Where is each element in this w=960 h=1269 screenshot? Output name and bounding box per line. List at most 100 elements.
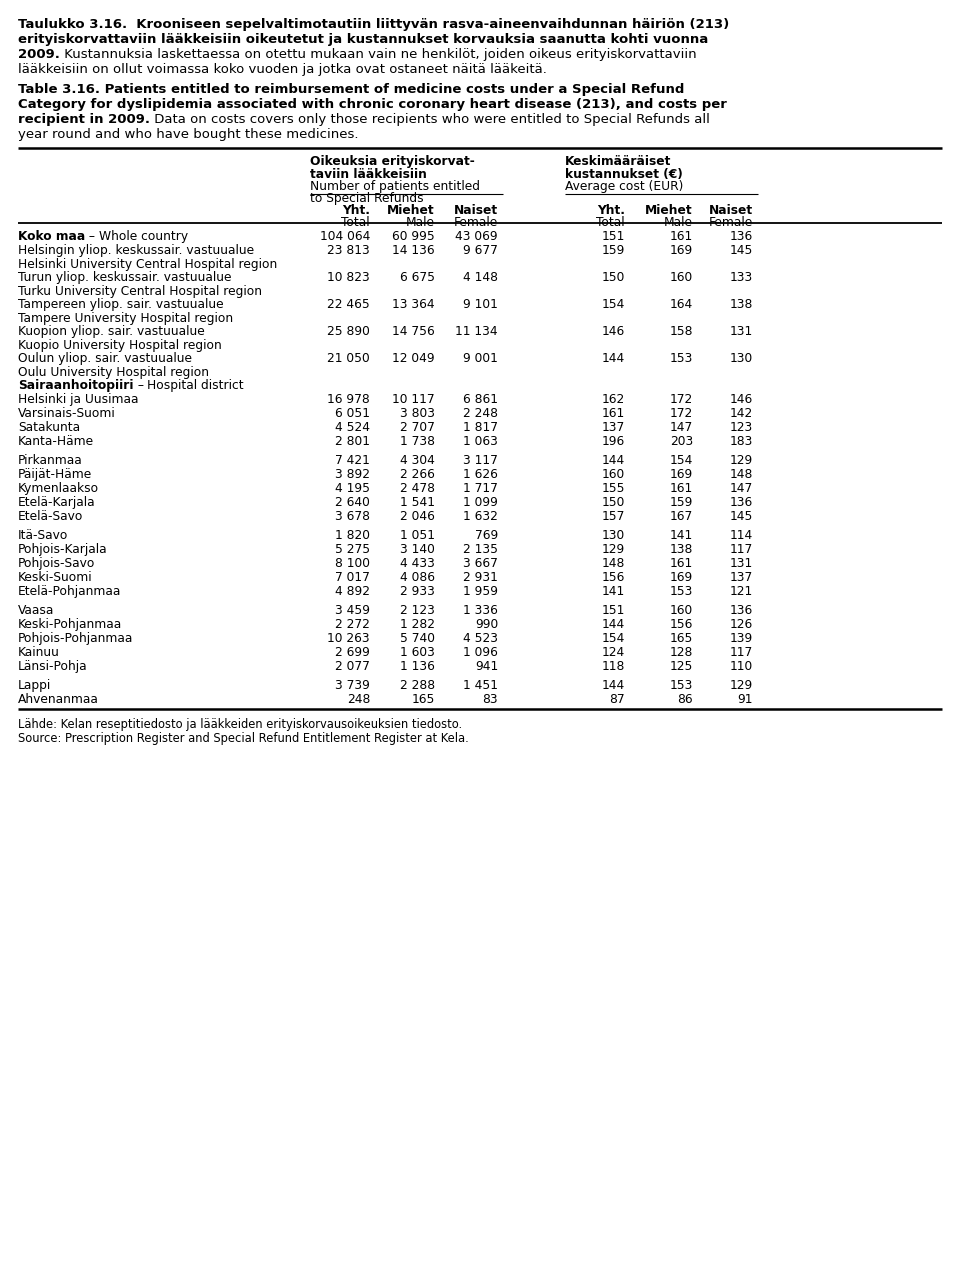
Text: 172: 172 <box>670 407 693 420</box>
Text: 83: 83 <box>482 693 498 706</box>
Text: 2 478: 2 478 <box>400 482 435 495</box>
Text: Data on costs covers only those recipients who were entitled to Special Refunds : Data on costs covers only those recipien… <box>150 113 709 126</box>
Text: Kainuu: Kainuu <box>18 646 60 659</box>
Text: 3 667: 3 667 <box>463 557 498 570</box>
Text: 147: 147 <box>670 421 693 434</box>
Text: 1 541: 1 541 <box>400 496 435 509</box>
Text: 60 995: 60 995 <box>393 230 435 242</box>
Text: Satakunta: Satakunta <box>18 421 80 434</box>
Text: Kymenlaakso: Kymenlaakso <box>18 482 99 495</box>
Text: 7 421: 7 421 <box>335 454 370 467</box>
Text: Male: Male <box>664 216 693 228</box>
Text: 142: 142 <box>730 407 753 420</box>
Text: 6 051: 6 051 <box>335 407 370 420</box>
Text: 141: 141 <box>670 529 693 542</box>
Text: 87: 87 <box>610 693 625 706</box>
Text: Krooniseen sepelvaltimotautiin liittyvän rasva-aineenvaihdunnan häiriön (213): Krooniseen sepelvaltimotautiin liittyvän… <box>127 18 730 30</box>
Text: 1 099: 1 099 <box>463 496 498 509</box>
Text: 150: 150 <box>602 272 625 284</box>
Text: 141: 141 <box>602 585 625 598</box>
Text: 9 001: 9 001 <box>463 352 498 365</box>
Text: 43 069: 43 069 <box>455 230 498 242</box>
Text: 156: 156 <box>602 571 625 584</box>
Text: Varsinais-Suomi: Varsinais-Suomi <box>18 407 116 420</box>
Text: 2009.: 2009. <box>18 48 60 61</box>
Text: 169: 169 <box>670 244 693 258</box>
Text: Helsinki University Central Hospital region: Helsinki University Central Hospital reg… <box>18 258 277 272</box>
Text: 1 820: 1 820 <box>335 529 370 542</box>
Text: 196: 196 <box>602 435 625 448</box>
Text: 3 739: 3 739 <box>335 679 370 692</box>
Text: 165: 165 <box>670 632 693 645</box>
Text: 167: 167 <box>670 510 693 523</box>
Text: Pohjois-Pohjanmaa: Pohjois-Pohjanmaa <box>18 632 133 645</box>
Text: 160: 160 <box>670 272 693 284</box>
Text: 21 050: 21 050 <box>327 352 370 365</box>
Text: 4 086: 4 086 <box>400 571 435 584</box>
Text: 9 101: 9 101 <box>463 298 498 311</box>
Text: 125: 125 <box>670 660 693 673</box>
Text: to Special Refunds: to Special Refunds <box>310 192 423 206</box>
Text: 2 046: 2 046 <box>400 510 435 523</box>
Text: 148: 148 <box>730 468 753 481</box>
Text: 1 336: 1 336 <box>463 604 498 617</box>
Text: Pirkanmaa: Pirkanmaa <box>18 454 83 467</box>
Text: Naiset: Naiset <box>708 204 753 217</box>
Text: 14 756: 14 756 <box>393 325 435 338</box>
Text: 990: 990 <box>475 618 498 631</box>
Text: Etelä-Pohjanmaa: Etelä-Pohjanmaa <box>18 585 121 598</box>
Text: Etelä-Savo: Etelä-Savo <box>18 510 84 523</box>
Text: 4 195: 4 195 <box>335 482 370 495</box>
Text: 158: 158 <box>669 325 693 338</box>
Text: 1 626: 1 626 <box>463 468 498 481</box>
Text: 145: 145 <box>730 510 753 523</box>
Text: 162: 162 <box>602 393 625 406</box>
Text: Male: Male <box>406 216 435 228</box>
Text: 161: 161 <box>670 557 693 570</box>
Text: year round and who have bought these medicines.: year round and who have bought these med… <box>18 128 358 141</box>
Text: Turun yliop. keskussair. vastuualue: Turun yliop. keskussair. vastuualue <box>18 272 231 284</box>
Text: 1 603: 1 603 <box>400 646 435 659</box>
Text: 169: 169 <box>670 468 693 481</box>
Text: 3 678: 3 678 <box>335 510 370 523</box>
Text: 130: 130 <box>602 529 625 542</box>
Text: 156: 156 <box>670 618 693 631</box>
Text: Source: Prescription Register and Special Refund Entitlement Register at Kela.: Source: Prescription Register and Specia… <box>18 732 468 745</box>
Text: 161: 161 <box>670 230 693 242</box>
Text: 146: 146 <box>730 393 753 406</box>
Text: Hospital district: Hospital district <box>148 379 244 392</box>
Text: Kanta-Häme: Kanta-Häme <box>18 435 94 448</box>
Text: 159: 159 <box>602 244 625 258</box>
Text: 9 677: 9 677 <box>463 244 498 258</box>
Text: 137: 137 <box>602 421 625 434</box>
Text: 91: 91 <box>737 693 753 706</box>
Text: taviin lääkkeisiin: taviin lääkkeisiin <box>310 168 427 181</box>
Text: 137: 137 <box>730 571 753 584</box>
Text: 154: 154 <box>670 454 693 467</box>
Text: 3 803: 3 803 <box>400 407 435 420</box>
Text: 154: 154 <box>602 298 625 311</box>
Text: 148: 148 <box>602 557 625 570</box>
Text: recipient in 2009.: recipient in 2009. <box>18 113 150 126</box>
Text: 153: 153 <box>670 352 693 365</box>
Text: 118: 118 <box>602 660 625 673</box>
Text: 123: 123 <box>730 421 753 434</box>
Text: 10 263: 10 263 <box>327 632 370 645</box>
Text: Female: Female <box>708 216 753 228</box>
Text: 183: 183 <box>730 435 753 448</box>
Text: Itä-Savo: Itä-Savo <box>18 529 68 542</box>
Text: 117: 117 <box>730 646 753 659</box>
Text: 2 707: 2 707 <box>400 421 435 434</box>
Text: Total: Total <box>342 216 370 228</box>
Text: Helsinki ja Uusimaa: Helsinki ja Uusimaa <box>18 393 138 406</box>
Text: Keski-Suomi: Keski-Suomi <box>18 571 92 584</box>
Text: Category for dyslipidemia associated with chronic coronary heart disease (213), : Category for dyslipidemia associated wit… <box>18 98 727 110</box>
Text: 23 813: 23 813 <box>327 244 370 258</box>
Text: Yht.: Yht. <box>597 204 625 217</box>
Text: Etelä-Karjala: Etelä-Karjala <box>18 496 96 509</box>
Text: Naiset: Naiset <box>454 204 498 217</box>
Text: 155: 155 <box>602 482 625 495</box>
Text: 12 049: 12 049 <box>393 352 435 365</box>
Text: Miehet: Miehet <box>388 204 435 217</box>
Text: 159: 159 <box>670 496 693 509</box>
